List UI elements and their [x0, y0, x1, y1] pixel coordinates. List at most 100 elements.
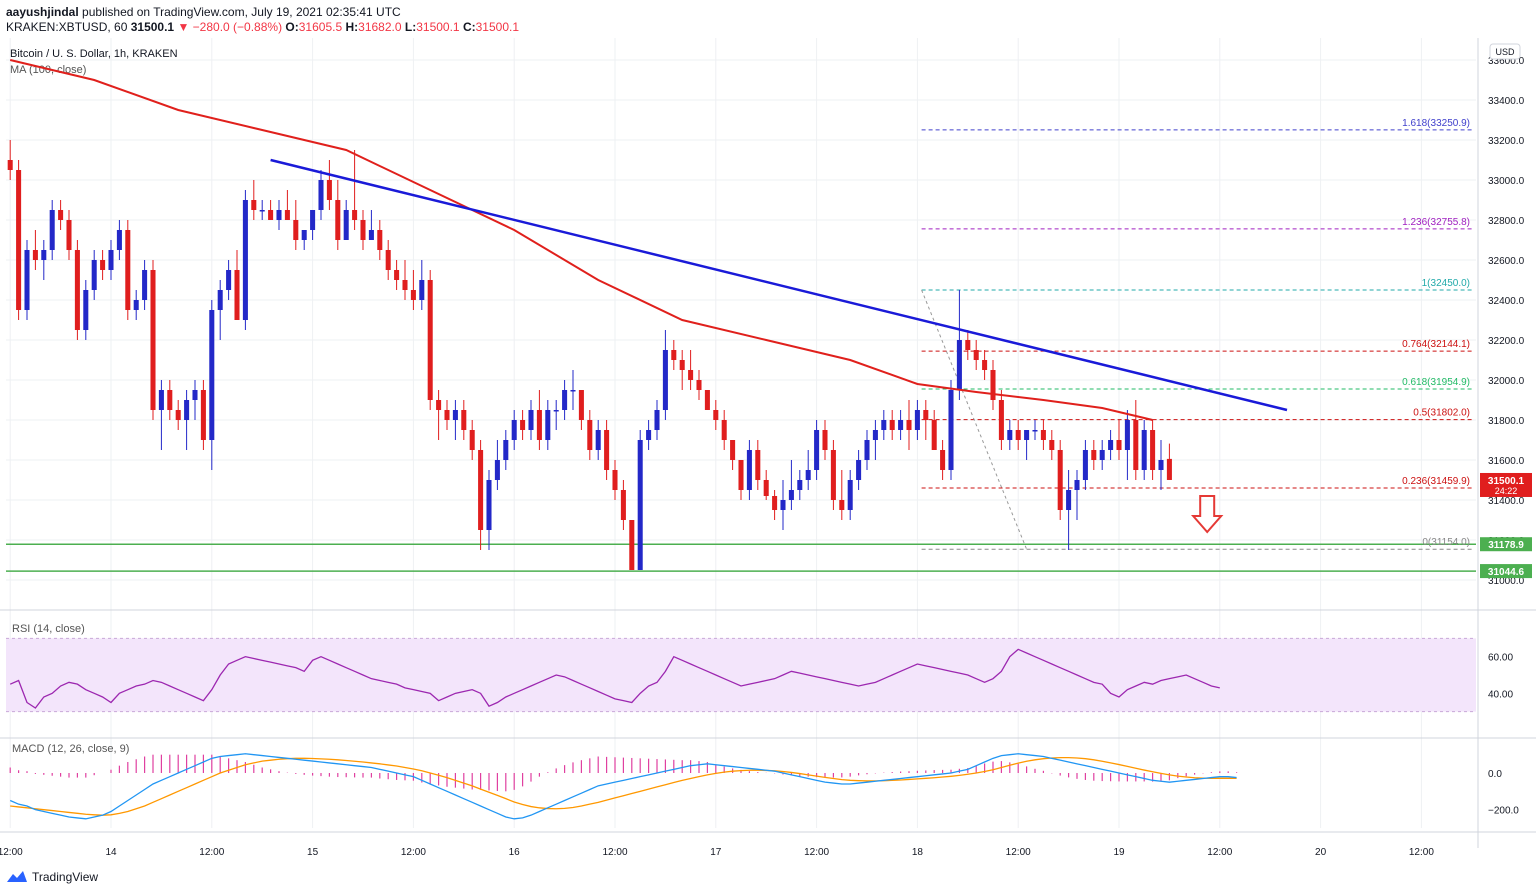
price-tick-label: 31800.0	[1488, 416, 1525, 427]
candle-body	[276, 210, 282, 220]
tradingview-brand[interactable]: TradingView	[32, 870, 99, 884]
ma-100-line	[9, 59, 1153, 421]
candle-body	[562, 390, 568, 410]
time-tick-label: 12:00	[401, 847, 426, 858]
candle-body	[772, 496, 778, 510]
time-tick-label: 12:00	[804, 847, 829, 858]
candle-body	[679, 360, 685, 370]
candle-body	[58, 210, 64, 220]
candle-body	[352, 210, 358, 220]
candle-body	[578, 390, 584, 420]
candle-body	[1007, 430, 1013, 440]
price-tick-label: 32000.0	[1488, 376, 1525, 387]
candle-body	[200, 390, 206, 440]
author[interactable]: aayushjindal	[6, 5, 79, 19]
candle-body	[1049, 440, 1055, 450]
candle-body	[545, 410, 551, 440]
candle-body	[738, 460, 744, 490]
candle-body	[402, 280, 408, 290]
candle-body	[654, 410, 660, 430]
candle-body	[444, 410, 450, 420]
macd-signal-line	[10, 756, 1237, 816]
time-tick-label: 19	[1113, 847, 1125, 858]
close-label: C:	[462, 20, 476, 34]
open-label: O:	[285, 20, 299, 34]
candle-body	[301, 230, 307, 240]
candle-body	[100, 260, 106, 270]
candle-body	[881, 420, 887, 430]
candle-body	[32, 250, 38, 260]
candle-body	[856, 460, 862, 480]
candle-body	[931, 420, 937, 450]
fib-level-label: 0.5(31802.0)	[1413, 408, 1470, 419]
candle-body	[830, 450, 836, 500]
candle-body	[814, 430, 820, 470]
fib-level-label: 0.236(31459.9)	[1402, 476, 1470, 487]
candle-body	[293, 220, 299, 240]
price-tick-label: 32800.0	[1488, 216, 1525, 227]
candle-body	[914, 410, 920, 430]
candle-body	[1057, 450, 1063, 510]
candle-body	[259, 210, 265, 212]
candle-body	[24, 250, 30, 310]
candle-body	[326, 180, 332, 200]
time-tick-label: 16	[509, 847, 521, 858]
candle-body	[469, 430, 475, 450]
candle-body	[1150, 430, 1156, 470]
price-tag	[1480, 564, 1532, 579]
candle-body	[478, 450, 484, 530]
candle-body	[419, 280, 425, 300]
high-value: 31682.0	[358, 20, 402, 34]
time-tick-label: 12:00	[1409, 847, 1434, 858]
candle-body	[368, 230, 374, 240]
candle-body	[528, 410, 534, 430]
ohlc-line: KRAKEN:XBTUSD, 60 31500.1 ▼ −280.0 (−0.8…	[6, 20, 519, 34]
candle-body	[755, 450, 761, 480]
candle-body	[217, 290, 223, 310]
candle-body	[318, 180, 324, 210]
candle-body	[108, 250, 114, 270]
candle-body	[923, 410, 929, 420]
chart-canvas[interactable]: 31000.031200.031400.031600.031800.032000…	[0, 38, 1536, 868]
candle-body	[234, 270, 240, 320]
candle-body	[730, 440, 736, 460]
candle-body	[1032, 430, 1038, 432]
rsi-legend: RSI (14, close)	[12, 623, 85, 635]
fib-level-label: 0.764(32144.1)	[1402, 339, 1470, 350]
time-tick-label: 20	[1315, 847, 1327, 858]
candle-body	[1015, 430, 1021, 440]
candle-body	[158, 390, 164, 410]
price-tag-value: 31178.9	[1488, 540, 1524, 551]
fib-level-label: 1(32450.0)	[1422, 278, 1470, 289]
candle-body	[940, 450, 946, 470]
candle-body	[452, 410, 458, 420]
time-tick-label: 18	[912, 847, 924, 858]
price-tick-label: 33600.0	[1488, 56, 1525, 67]
candle-body	[486, 480, 492, 530]
candle-body	[1082, 450, 1088, 480]
tradingview-footer: TradingView	[6, 870, 98, 884]
fib-level-label: 1.236(32755.8)	[1402, 217, 1470, 228]
price-tick-label: 31600.0	[1488, 456, 1525, 467]
last-price: 31500.1	[130, 20, 175, 34]
price-tick-label: 32200.0	[1488, 336, 1525, 347]
currency-badge	[1489, 43, 1521, 60]
candle-body	[385, 250, 391, 270]
candle-body	[889, 420, 895, 430]
price-tag-value: 31044.6	[1488, 567, 1525, 578]
candle-body	[688, 370, 694, 380]
candle-body	[66, 220, 72, 250]
down-arrow-icon	[1190, 495, 1224, 534]
candle-body	[646, 430, 652, 440]
rsi-tick-label: 40.00	[1488, 689, 1513, 700]
candle-body	[410, 290, 416, 300]
candle-body	[251, 200, 257, 210]
candle-body	[436, 400, 442, 410]
macd-tick-label: 0.0	[1488, 769, 1502, 780]
candle-body	[494, 460, 500, 480]
candle-body	[696, 380, 702, 390]
price-tick-label: 32600.0	[1488, 256, 1525, 267]
price-tag	[1480, 472, 1532, 497]
fib-level-label: 0.618(31954.9)	[1402, 377, 1470, 388]
candle-body	[268, 210, 274, 220]
